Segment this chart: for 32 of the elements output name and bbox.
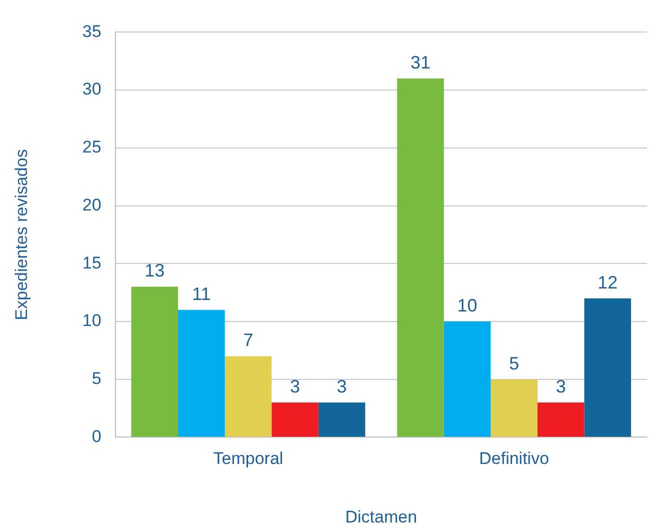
- data-label: 5: [509, 353, 520, 374]
- data-label: 11: [192, 284, 211, 304]
- data-label: 10: [457, 295, 478, 316]
- y-tick-label: 15: [82, 253, 102, 272]
- bar: [537, 402, 584, 437]
- x-tick-label: Temporal: [213, 449, 284, 468]
- data-label: 7: [243, 330, 254, 350]
- bar: [131, 286, 178, 437]
- y-tick-label: 20: [82, 195, 102, 214]
- x-tick-label: Definitivo: [479, 449, 550, 468]
- bar: [444, 321, 491, 437]
- bar: [490, 379, 538, 437]
- y-tick-label: 10: [82, 311, 102, 330]
- bar: [318, 402, 366, 437]
- y-tick-label: 25: [82, 138, 102, 157]
- y-tick-label: 0: [92, 426, 102, 446]
- data-label: 3: [556, 376, 566, 396]
- data-label: 13: [144, 260, 165, 281]
- bar: [272, 402, 318, 437]
- data-label: 12: [598, 272, 618, 292]
- data-label: 3: [336, 376, 347, 396]
- data-label: 31: [410, 52, 431, 72]
- data-label: 3: [290, 376, 300, 396]
- bar: [584, 298, 632, 437]
- bar: [397, 78, 444, 437]
- y-tick-label: 5: [92, 369, 102, 388]
- y-axis-title: Expedientes revisados: [12, 149, 31, 320]
- y-tick-label: 35: [82, 22, 102, 41]
- bar: [178, 310, 225, 437]
- y-tick-label: 30: [82, 80, 102, 99]
- bar: [224, 356, 272, 437]
- x-axis-title: Dictamen: [345, 507, 418, 526]
